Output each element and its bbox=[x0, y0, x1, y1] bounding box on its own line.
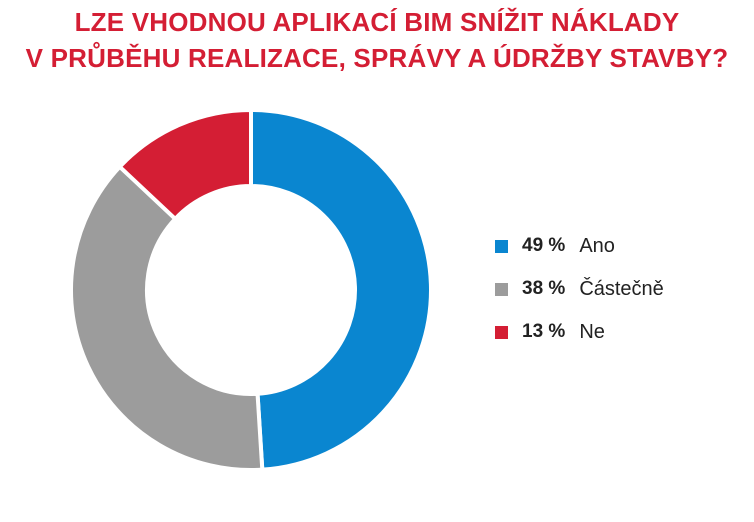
chart-title-line-1: LZE VHODNOU APLIKACÍ BIM SNÍŽIT NÁKLADY bbox=[74, 7, 680, 37]
legend-swatch-ano bbox=[495, 239, 508, 253]
chart-title: LZE VHODNOU APLIKACÍ BIM SNÍŽIT NÁKLADY … bbox=[0, 4, 754, 76]
legend-swatch-ne bbox=[495, 325, 508, 339]
donut-slice-ne bbox=[116, 107, 253, 222]
legend-value-ano: 49 % bbox=[522, 235, 566, 256]
legend: 49 % Ano 38 % Částečně 13 % Ne bbox=[495, 233, 664, 362]
legend-item-castecne: 38 % Částečně bbox=[495, 276, 664, 302]
legend-label-castecne: Částečně bbox=[579, 277, 664, 300]
legend-value-ne: 13 % bbox=[522, 321, 566, 342]
legend-value-castecne: 38 % bbox=[522, 278, 566, 299]
donut-slice-ano bbox=[249, 107, 433, 472]
chart-title-line-2: V PRŮBĚHU REALIZACE, SPRÁVY A ÚDRŽBY STA… bbox=[25, 43, 729, 73]
legend-item-ano: 49 % Ano bbox=[495, 233, 664, 259]
donut-slice-castecne bbox=[69, 163, 265, 472]
legend-item-ne: 13 % Ne bbox=[495, 319, 664, 345]
legend-swatch-castecne bbox=[495, 282, 508, 296]
legend-label-ne: Ne bbox=[579, 320, 605, 343]
legend-label-ano: Ano bbox=[579, 234, 615, 257]
